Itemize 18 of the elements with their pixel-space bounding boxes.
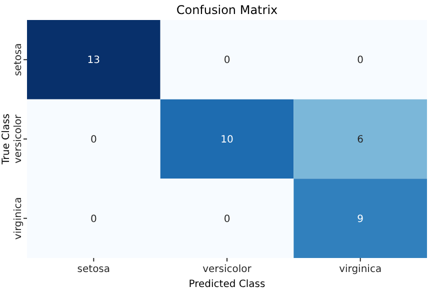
x-tick-label: versicolor (202, 264, 252, 275)
data-label: 0 (90, 214, 97, 225)
y-tick-label: virginica (13, 197, 24, 240)
data-label: 10 (220, 134, 234, 146)
y-tick-label: versicolor (13, 114, 24, 164)
data-label: 13 (87, 55, 100, 66)
y-axis-title: True Class (1, 114, 12, 166)
data-label: 6 (357, 134, 364, 146)
data-label: 9 (357, 214, 364, 225)
y-tick-label: setosa (13, 43, 24, 76)
x-tick-label: setosa (77, 264, 110, 275)
data-label: 0 (90, 134, 97, 146)
x-axis-title: Predicted Class (188, 279, 266, 290)
x-tick-label: virginica (339, 264, 382, 275)
chart-title: Confusion Matrix (176, 3, 278, 17)
data-label: 0 (224, 55, 230, 66)
data-label: 0 (224, 214, 230, 225)
data-label: 0 (357, 55, 364, 66)
